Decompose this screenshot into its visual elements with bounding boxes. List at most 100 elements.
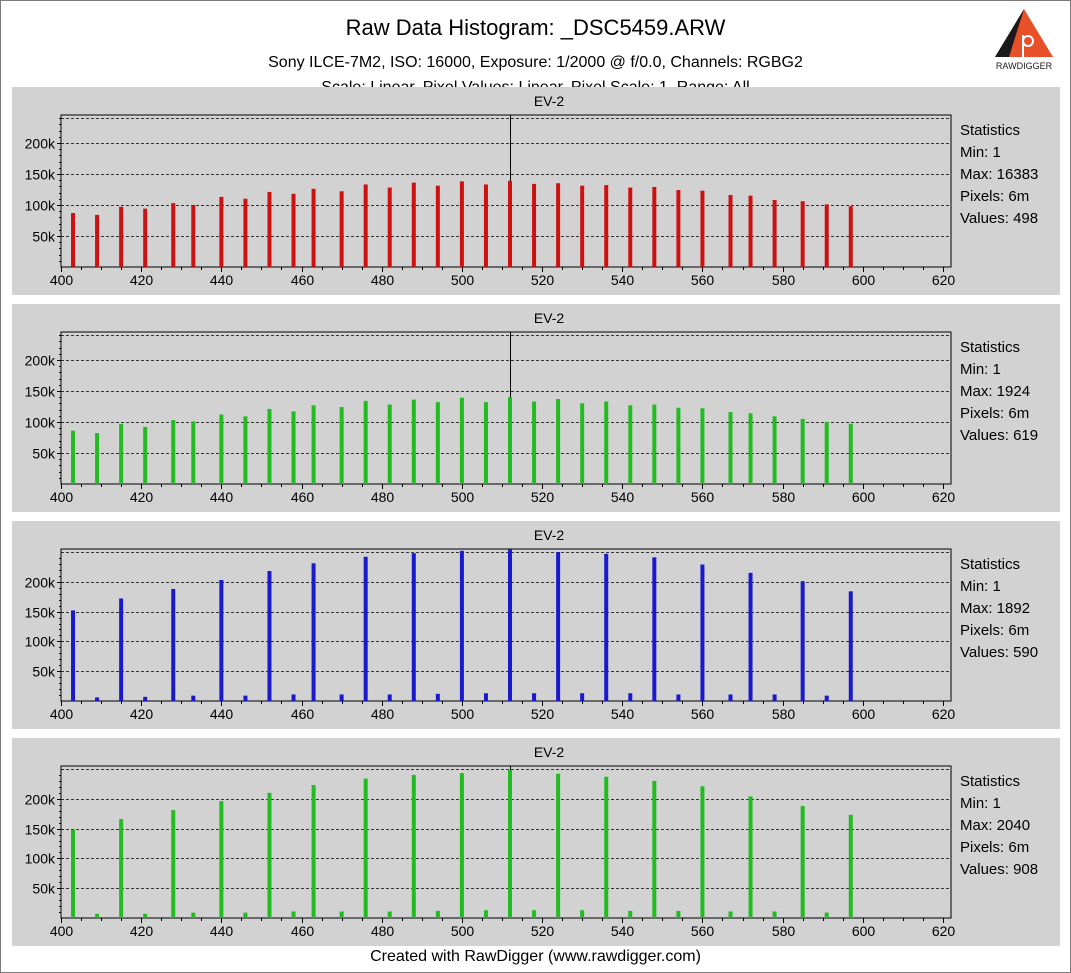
histogram-bar xyxy=(171,588,176,701)
histogram-bar xyxy=(628,693,633,701)
x-tick-label: 440 xyxy=(210,489,234,505)
histogram-bar xyxy=(311,563,316,701)
histogram-bar xyxy=(556,551,561,701)
histogram-bar xyxy=(219,414,224,484)
histogram-bar xyxy=(95,433,100,484)
scale-info-text: Scale: Linear, Pixel Values: Linear, Pix… xyxy=(321,80,749,88)
x-tick-label: 500 xyxy=(451,706,475,722)
histogram-panel-g: 50k 100k 150k 200k 400 420 440 460 480 500 520 540 5… xyxy=(12,304,1060,512)
histogram-bar xyxy=(848,206,853,267)
page-title: Raw Data Histogram: _DSC5459.ARW xyxy=(345,15,726,40)
histogram-bar xyxy=(267,792,272,918)
x-tick-label: 600 xyxy=(852,272,876,288)
x-tick-label: 440 xyxy=(210,272,234,288)
histogram-bar xyxy=(604,553,609,701)
histogram-bar xyxy=(95,214,100,267)
x-tick-label: 420 xyxy=(130,706,154,722)
histogram-bar xyxy=(311,188,316,267)
footer-credit: Created with RawDigger (www.rawdigger.co… xyxy=(370,948,701,965)
histogram-bar xyxy=(143,208,148,267)
histogram-panel-g2: 50k 100k 150k 200k 400 420 440 460 480 500 520 540 5… xyxy=(12,738,1060,946)
x-tick-label: 620 xyxy=(932,706,956,722)
y-tick-label: 150k xyxy=(25,384,56,400)
histogram-bar xyxy=(728,412,733,484)
x-tick-label: 500 xyxy=(451,489,475,505)
histogram-bar xyxy=(604,776,609,918)
y-tick-label: 150k xyxy=(25,605,56,621)
histogram-bar xyxy=(728,195,733,267)
histogram-bar xyxy=(339,407,344,484)
histogram-bar xyxy=(387,911,392,918)
histogram-bar xyxy=(143,426,148,484)
histogram-bar xyxy=(71,213,76,267)
histogram-bar xyxy=(291,411,296,484)
histogram-bar xyxy=(824,204,829,267)
histogram-bar xyxy=(532,401,537,484)
x-tick-label: 540 xyxy=(611,923,635,939)
histogram-bar xyxy=(171,810,176,918)
x-tick-label: 620 xyxy=(932,923,956,939)
stat-line: Min: 1 xyxy=(960,578,1001,595)
histogram-bar xyxy=(772,911,777,918)
x-tick-label: 460 xyxy=(291,706,315,722)
histogram-bar xyxy=(71,430,76,484)
histogram-bar xyxy=(191,912,196,918)
x-tick-label: 560 xyxy=(691,923,715,939)
x-tick-label: 400 xyxy=(50,489,74,505)
plot-area xyxy=(60,548,952,702)
y-tick-label: 50k xyxy=(32,446,56,462)
histogram-bar xyxy=(676,910,681,918)
histogram-panel-r: 50k 100k 150k 200k 400 420 440 460 480 500 520 540 5… xyxy=(12,87,1060,295)
histogram-bar xyxy=(411,399,416,484)
histogram-bar xyxy=(267,191,272,267)
x-tick-label: 420 xyxy=(130,489,154,505)
histogram-bar xyxy=(580,403,585,484)
histogram-bar xyxy=(676,694,681,701)
histogram-bar xyxy=(219,196,224,267)
histogram-bar xyxy=(772,199,777,267)
x-tick-label: 540 xyxy=(611,706,635,722)
histogram-bar xyxy=(267,408,272,484)
x-tick-label: 580 xyxy=(772,923,796,939)
histogram-bar xyxy=(119,206,124,267)
histogram-bar xyxy=(119,423,124,484)
histogram-bar xyxy=(556,773,561,918)
histogram-bar xyxy=(824,695,829,701)
histogram-bar xyxy=(652,780,657,918)
histogram-bar xyxy=(339,694,344,701)
histogram-bar xyxy=(459,181,464,267)
histogram-bar xyxy=(772,694,777,701)
stat-line: Values: 590 xyxy=(960,644,1038,661)
histogram-bar xyxy=(652,557,657,701)
histogram-bar xyxy=(532,693,537,701)
histogram-bar xyxy=(748,796,753,918)
x-tick-label: 560 xyxy=(691,272,715,288)
histogram-bar xyxy=(748,413,753,484)
x-tick-label: 500 xyxy=(451,923,475,939)
histogram-bar xyxy=(363,184,368,267)
histogram-bar xyxy=(363,400,368,484)
x-tick-label: 480 xyxy=(371,272,395,288)
histogram-bar xyxy=(728,911,733,918)
x-tick-label: 600 xyxy=(852,923,876,939)
histogram-bar xyxy=(580,693,585,701)
histogram-bar xyxy=(676,407,681,484)
y-tick-label: 150k xyxy=(25,822,56,838)
histogram-bar xyxy=(508,769,513,918)
histogram-bar xyxy=(435,693,440,701)
histogram-bar xyxy=(700,786,705,918)
histogram-bar xyxy=(435,185,440,267)
histogram-bar xyxy=(291,911,296,918)
rawdigger-logo-icon: RAWDIGGER xyxy=(995,9,1053,71)
histogram-bar xyxy=(580,910,585,918)
panel-title: EV-2 xyxy=(534,93,565,109)
histogram-bar xyxy=(508,397,513,484)
stat-line: Max: 1892 xyxy=(960,600,1030,617)
histogram-bar xyxy=(119,598,124,701)
x-tick-label: 580 xyxy=(772,706,796,722)
histogram-bar xyxy=(363,556,368,701)
y-tick-label: 200k xyxy=(25,575,56,591)
histogram-bar xyxy=(800,418,805,484)
histogram-bar xyxy=(508,180,513,267)
histogram-bar xyxy=(848,423,853,484)
